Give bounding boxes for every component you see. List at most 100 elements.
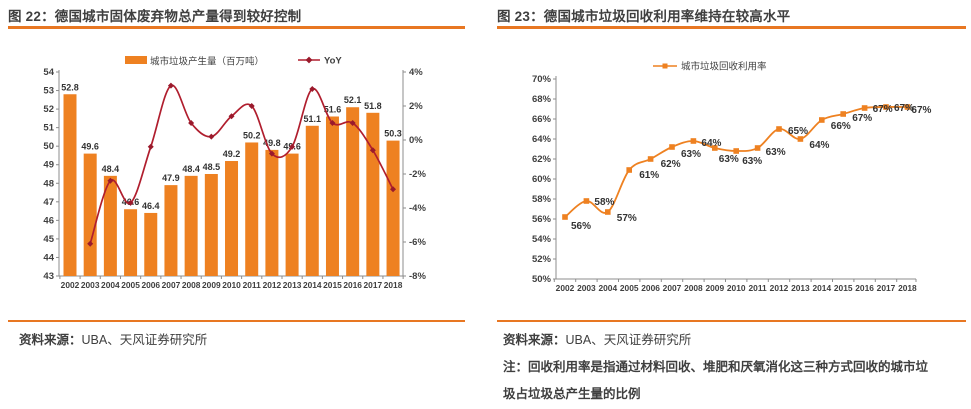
svg-text:56%: 56% <box>532 214 552 225</box>
source-text: UBA、天风证券研究所 <box>81 333 208 347</box>
svg-text:2002: 2002 <box>556 283 575 293</box>
yoy-marker <box>309 86 316 92</box>
svg-text:2011: 2011 <box>749 283 768 293</box>
svg-text:51.8: 51.8 <box>364 101 382 111</box>
data-point-marker <box>733 148 739 154</box>
chart-legend: 城市垃圾产生量（百万吨） YoY <box>125 56 342 68</box>
data-point-marker <box>904 104 911 110</box>
svg-text:45: 45 <box>43 234 54 245</box>
svg-text:68%: 68% <box>532 94 552 105</box>
svg-text:50.2: 50.2 <box>243 130 261 140</box>
bar-2008 <box>184 175 198 276</box>
svg-text:62%: 62% <box>532 154 552 165</box>
svg-text:4%: 4% <box>409 67 423 78</box>
yoy-marker <box>127 199 134 206</box>
svg-text:62%: 62% <box>661 159 681 170</box>
svg-text:63%: 63% <box>742 156 762 167</box>
svg-text:64%: 64% <box>701 138 721 149</box>
svg-text:63%: 63% <box>766 147 786 158</box>
svg-text:57%: 57% <box>617 213 637 224</box>
svg-text:2003: 2003 <box>81 280 100 290</box>
yoy-marker <box>329 120 336 126</box>
data-point-marker <box>626 167 632 173</box>
svg-text:2012: 2012 <box>263 280 282 290</box>
svg-text:48.5: 48.5 <box>203 162 221 172</box>
bar-2005 <box>124 209 138 276</box>
bar-2016 <box>346 107 360 276</box>
svg-text:51: 51 <box>43 123 54 134</box>
svg-text:58%: 58% <box>532 194 552 205</box>
yoy-marker <box>107 177 114 184</box>
data-point-marker <box>797 136 804 142</box>
svg-text:49.2: 49.2 <box>223 149 241 159</box>
svg-text:2002: 2002 <box>61 280 80 290</box>
svg-text:2005: 2005 <box>620 283 639 293</box>
svg-text:0%: 0% <box>409 135 423 146</box>
svg-text:48.4: 48.4 <box>182 164 200 174</box>
data-point-marker <box>840 111 846 117</box>
svg-text:2015: 2015 <box>834 283 853 293</box>
svg-text:63%: 63% <box>719 154 739 165</box>
bar-2014 <box>305 125 319 276</box>
svg-text:2010: 2010 <box>727 283 746 293</box>
svg-text:2016: 2016 <box>855 283 874 293</box>
source-text: UBA、天风证券研究所 <box>565 333 692 347</box>
svg-text:2006: 2006 <box>641 283 660 293</box>
svg-text:2009: 2009 <box>202 280 221 290</box>
svg-text:51.6: 51.6 <box>324 105 342 115</box>
svg-text:60%: 60% <box>532 174 552 185</box>
svg-text:2017: 2017 <box>877 283 896 293</box>
bars-series <box>63 94 400 276</box>
bar-2018 <box>386 140 400 276</box>
yoy-marker <box>369 147 376 154</box>
data-point-marker <box>690 138 697 144</box>
data-point-marker <box>562 214 568 220</box>
bar-2012 <box>265 149 279 276</box>
axes <box>553 76 917 282</box>
yoy-marker <box>228 113 235 120</box>
svg-text:50.3: 50.3 <box>384 129 402 139</box>
svg-text:2%: 2% <box>409 101 423 112</box>
data-point-marker <box>669 144 675 150</box>
svg-text:65%: 65% <box>788 126 808 137</box>
svg-text:2014: 2014 <box>303 280 322 290</box>
svg-text:47: 47 <box>43 197 54 208</box>
bar-2006 <box>144 212 158 276</box>
svg-text:67%: 67% <box>873 104 893 115</box>
svg-text:61%: 61% <box>639 170 659 181</box>
figure-23-title: 图 23：德国城市垃圾回收利用率维持在较高水平 <box>497 9 791 24</box>
svg-text:64%: 64% <box>532 134 552 145</box>
svg-text:2018: 2018 <box>384 280 403 290</box>
figure-23-note-line-2: 圾占垃圾总产生量的比例 <box>503 387 641 401</box>
yoy-marker <box>349 120 356 126</box>
recycling-rate-series <box>562 104 911 220</box>
figure-22-title-rule <box>8 26 465 29</box>
svg-text:48.4: 48.4 <box>102 164 120 174</box>
figure-22-source-rule <box>8 320 465 322</box>
svg-text:58%: 58% <box>594 197 614 208</box>
svg-text:城市垃圾回收利用率: 城市垃圾回收利用率 <box>681 61 767 73</box>
svg-text:49.8: 49.8 <box>263 138 281 148</box>
bar-2009 <box>204 174 218 276</box>
figure-23-source-rule <box>497 320 966 322</box>
bar-2011 <box>245 142 259 276</box>
svg-text:-4%: -4% <box>409 203 426 214</box>
source-label: 资料来源： <box>503 333 566 347</box>
svg-text:2015: 2015 <box>323 280 342 290</box>
yoy-marker <box>87 240 94 247</box>
svg-text:54: 54 <box>43 67 54 78</box>
data-point-marker <box>883 104 889 110</box>
svg-text:47.9: 47.9 <box>162 173 180 183</box>
figure-22-source: 资料来源：UBA、天风证券研究所 <box>19 329 207 348</box>
svg-text:48: 48 <box>43 178 54 189</box>
yoy-marker <box>167 82 174 89</box>
yoy-line-series <box>87 82 397 247</box>
data-point-marker <box>861 105 868 111</box>
svg-text:64%: 64% <box>809 140 829 151</box>
svg-text:2010: 2010 <box>222 280 241 290</box>
svg-text:50%: 50% <box>532 274 552 285</box>
svg-text:70%: 70% <box>532 74 552 85</box>
figure-23-source: 资料来源：UBA、天风证券研究所 <box>503 329 691 348</box>
svg-text:2013: 2013 <box>791 283 810 293</box>
figure-22-title: 图 22：德国城市固体废弃物总产量得到较好控制 <box>8 9 302 24</box>
